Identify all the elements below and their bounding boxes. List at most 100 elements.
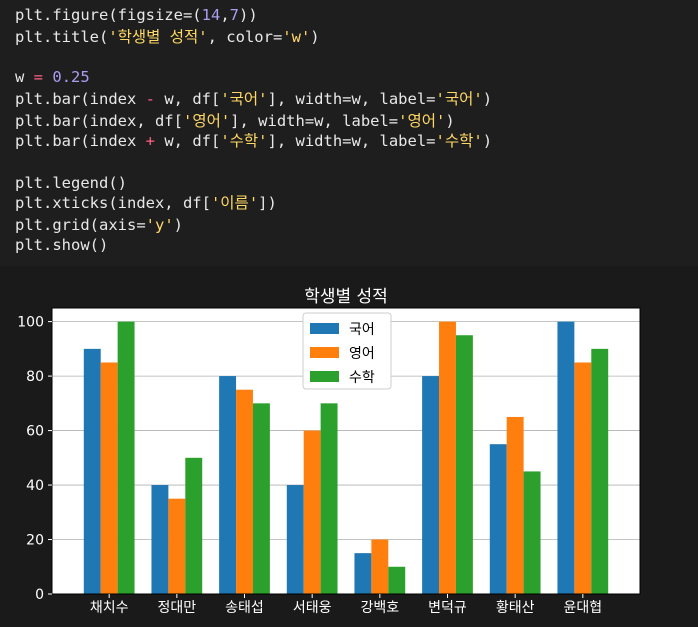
code-token: =: [33, 68, 44, 86]
legend-label: 수학: [349, 370, 375, 386]
code-line: plt.bar(index - w, df['국어'], width=w, la…: [15, 88, 492, 110]
code-token: ): [445, 112, 455, 130]
bar-1: [219, 376, 237, 594]
code-token: ]): [258, 194, 277, 212]
code-cell[interactable]: plt.figure(figsize=(14,7)) plt.title('학생별…: [0, 0, 698, 262]
code-line: plt.legend(): [15, 172, 127, 194]
code-line: plt.show(): [15, 234, 108, 256]
bar-1: [83, 348, 101, 594]
bar-1: [489, 444, 507, 594]
code-token: w, df[: [155, 90, 221, 108]
code-token: w, df[: [155, 132, 221, 150]
x-tick-label: 서태웅: [293, 600, 332, 616]
bar-1: [557, 321, 575, 594]
output-area: 0 20 40 60 80 100 채치수 정대만 송태섭 서태웅 강백호 변덕규 황태산 윤대협 학생별 …: [0, 266, 698, 627]
legend-swatch-3: [310, 371, 339, 382]
bar-2: [236, 389, 253, 594]
code-token: 'w': [282, 28, 311, 46]
x-tick-label: 윤대협: [564, 600, 603, 616]
bar-3: [252, 403, 270, 594]
code-token: +: [145, 132, 155, 150]
code-token: ], width=w, label=: [267, 132, 436, 150]
bar-2: [303, 430, 321, 594]
code-token: '수학': [220, 132, 268, 150]
code-token: '국어': [220, 90, 268, 108]
code-token: '영어': [398, 112, 446, 130]
code-token: '국어': [435, 90, 483, 108]
y-tick-label: 80: [26, 369, 44, 385]
code-token: plt.bar(index: [15, 132, 146, 150]
bar-3: [117, 321, 135, 594]
code-token: w: [15, 68, 34, 86]
code-token: '수학': [435, 132, 483, 150]
bar-3: [455, 335, 473, 594]
code-token: '영어': [182, 112, 231, 130]
code-token: plt.bar(index, df[: [15, 112, 183, 130]
code-token: -: [145, 90, 155, 108]
y-tick-label: 40: [26, 478, 44, 494]
code-line: plt.title('학생별 성적', color='w'): [15, 26, 320, 48]
x-tick-label: 채치수: [90, 600, 129, 616]
bar-2: [100, 362, 118, 594]
x-tick-label: 강백호: [361, 600, 400, 616]
code-token: plt.show(): [15, 236, 109, 254]
code-token: plt.bar(index: [15, 90, 146, 108]
bar-3: [185, 457, 203, 594]
code-token: '학생별 성적': [108, 28, 208, 46]
y-tick-label: 20: [26, 533, 44, 549]
legend-label: 영어: [349, 346, 375, 362]
code-token: plt.grid(axis=: [15, 216, 146, 234]
y-tick-label: 0: [35, 587, 44, 603]
bar-2: [439, 321, 456, 594]
code-line: plt.figure(figsize=(14,7)): [15, 4, 258, 26]
legend-swatch-2: [310, 347, 339, 358]
bar-1: [354, 553, 372, 594]
bar-1: [151, 485, 169, 594]
code-token: 0.25: [52, 68, 90, 86]
code-token: 7: [229, 6, 239, 24]
code-token: plt.xticks(index, df[: [15, 194, 211, 212]
bar-chart: 0 20 40 60 80 100 채치수 정대만 송태섭 서태웅 강백호 변덕규 황태산 윤대협 학생별 …: [17, 287, 641, 616]
chart-title: 학생별 성적: [304, 287, 388, 307]
bar-3: [320, 403, 338, 594]
y-tick-label: 100: [17, 315, 44, 331]
bar-3: [591, 348, 609, 594]
bar-2: [574, 362, 592, 594]
code-token: ): [173, 216, 183, 234]
code-token: ], width=w, label=: [267, 90, 436, 108]
x-tick-label: 황태산: [496, 600, 535, 616]
code-token: ): [482, 90, 493, 108]
axes-frame: [51, 307, 641, 595]
code-line: plt.bar(index + w, df['수학'], width=w, la…: [15, 130, 492, 152]
code-token: ): [310, 28, 320, 46]
bar-3: [523, 471, 541, 594]
code-line: plt.grid(axis='y'): [15, 214, 183, 236]
x-tick-label: 송태섭: [225, 600, 264, 616]
code-token: ): [482, 132, 493, 150]
legend-swatch-1: [310, 323, 339, 334]
code-token: '이름': [210, 194, 259, 212]
x-tick-label: 정대만: [158, 600, 197, 616]
code-token: plt.figure(figsize=(: [15, 6, 202, 24]
bar-1: [286, 485, 304, 594]
legend-label: 국어: [349, 322, 375, 338]
bar-3: [388, 566, 406, 594]
code-line: plt.xticks(index, df['이름']): [15, 192, 277, 214]
bar-2: [371, 539, 389, 594]
code-line: plt.bar(index, df['영어'], width=w, label=…: [15, 110, 455, 132]
y-tick-label: 60: [26, 424, 44, 440]
code-token: 'y': [145, 216, 174, 234]
code-token: ,: [220, 6, 230, 24]
bar-2: [506, 416, 524, 594]
bar-2: [168, 498, 186, 594]
code-token: 14: [201, 6, 221, 24]
code-token: plt.legend(): [15, 174, 127, 192]
code-token: [43, 68, 52, 86]
code-token: , color=: [207, 28, 283, 46]
x-tick-label: 변덕규: [428, 600, 467, 616]
code-line: w = 0.25: [15, 66, 90, 88]
code-token: )): [239, 6, 258, 24]
bar-1: [422, 376, 440, 594]
code-token: plt.title(: [15, 28, 109, 46]
